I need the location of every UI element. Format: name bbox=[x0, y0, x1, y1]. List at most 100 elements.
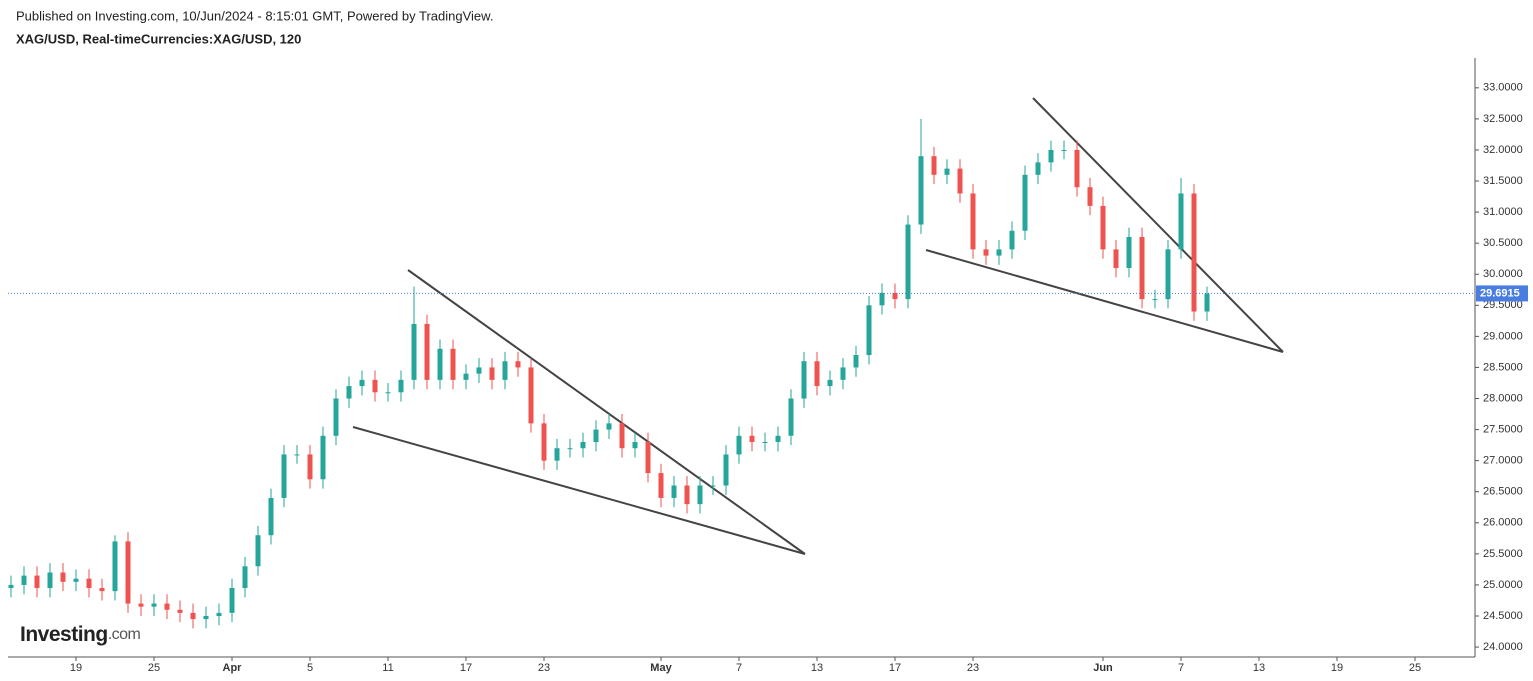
y-tick-label: 29.5000 bbox=[1483, 299, 1523, 311]
x-tick-label: 5 bbox=[307, 662, 313, 674]
candle-body bbox=[21, 575, 27, 585]
y-tick-label: 29.0000 bbox=[1483, 330, 1523, 342]
y-tick-label: 32.0000 bbox=[1483, 144, 1523, 156]
candle-body bbox=[164, 603, 170, 610]
candle-body bbox=[567, 448, 573, 450]
candle-body bbox=[346, 386, 352, 399]
symbol-line: XAG/USD, Real-timeCurrencies:XAG/USD, 12… bbox=[16, 31, 301, 46]
y-tick-label: 24.0000 bbox=[1483, 641, 1523, 653]
x-tick-label: 23 bbox=[967, 662, 979, 674]
candle-body bbox=[710, 485, 716, 487]
candle-body bbox=[697, 485, 703, 505]
candle-body bbox=[801, 361, 807, 399]
watermark-suffix: .com bbox=[108, 626, 141, 643]
x-tick-label: 19 bbox=[1331, 662, 1343, 674]
y-tick-label: 25.5000 bbox=[1483, 548, 1523, 560]
candle-body bbox=[814, 361, 820, 387]
y-tick-label: 31.0000 bbox=[1483, 206, 1523, 218]
candle-body bbox=[216, 612, 222, 616]
candle-body bbox=[853, 355, 859, 368]
candle-body bbox=[1178, 193, 1184, 250]
candle-body bbox=[424, 323, 430, 380]
candle-body bbox=[1022, 174, 1028, 231]
candle-body bbox=[515, 361, 521, 368]
candle-body bbox=[632, 442, 638, 449]
candle-body bbox=[775, 435, 781, 443]
candle-body bbox=[1152, 299, 1158, 301]
trendline bbox=[1032, 97, 1284, 353]
y-tick-label: 25.0000 bbox=[1483, 579, 1523, 591]
trendline bbox=[407, 269, 806, 555]
candle-body bbox=[866, 305, 872, 356]
candle-body bbox=[73, 578, 79, 582]
candle-body bbox=[190, 612, 196, 620]
x-tick-label: 17 bbox=[889, 662, 901, 674]
x-tick-label: Apr bbox=[223, 662, 243, 674]
candle-body bbox=[684, 485, 690, 505]
x-tick-label: 25 bbox=[148, 662, 160, 674]
candle-body bbox=[983, 249, 989, 256]
y-tick-label: 27.0000 bbox=[1483, 455, 1523, 467]
candle-body bbox=[1139, 236, 1145, 300]
candle-body bbox=[840, 367, 846, 380]
candle-body bbox=[879, 292, 885, 306]
candle-body bbox=[60, 572, 66, 582]
candle-body bbox=[931, 156, 937, 175]
candle-body bbox=[658, 473, 664, 498]
x-tick-label: 7 bbox=[736, 662, 742, 674]
candle-body bbox=[242, 566, 248, 589]
candle-body bbox=[34, 575, 40, 589]
watermark-brand: Investing.com bbox=[20, 623, 141, 646]
candle-body bbox=[892, 292, 898, 300]
y-tick-label: 30.0000 bbox=[1483, 268, 1523, 280]
candle-body bbox=[541, 423, 547, 461]
candle-body bbox=[372, 379, 378, 393]
candle-body bbox=[1087, 187, 1093, 206]
y-tick-label: 33.0000 bbox=[1483, 82, 1523, 94]
candle-body bbox=[593, 429, 599, 443]
x-tick-label: 7 bbox=[1178, 662, 1184, 674]
y-tick-label: 30.5000 bbox=[1483, 237, 1523, 249]
candle-body bbox=[970, 193, 976, 250]
candle-body bbox=[1009, 230, 1015, 250]
candle-body bbox=[489, 367, 495, 380]
x-tick-label: 19 bbox=[70, 662, 82, 674]
x-tick-label: Jun bbox=[1093, 662, 1113, 674]
candle-body bbox=[528, 367, 534, 424]
published-line: Published on Investing.com, 10/Jun/2024 … bbox=[16, 8, 493, 23]
candle-body bbox=[645, 442, 651, 474]
trendlines bbox=[352, 97, 1284, 555]
candle-body bbox=[1035, 162, 1041, 175]
candle-body bbox=[619, 423, 625, 449]
candle-body bbox=[1126, 236, 1132, 269]
candle-body bbox=[1165, 249, 1171, 300]
x-tick-label: 13 bbox=[811, 662, 823, 674]
y-tick-label: 26.5000 bbox=[1483, 486, 1523, 498]
candle-body bbox=[996, 249, 1002, 256]
candle-body bbox=[47, 572, 53, 589]
candle-body bbox=[450, 348, 456, 380]
candle-body bbox=[762, 442, 768, 444]
candle-body bbox=[671, 485, 677, 498]
candle-body bbox=[125, 541, 131, 604]
candle-body bbox=[736, 435, 742, 455]
candle-body bbox=[151, 603, 157, 607]
candle-body bbox=[112, 541, 118, 592]
x-tick-label: 13 bbox=[1253, 662, 1265, 674]
candle-body bbox=[86, 578, 92, 589]
candle-body bbox=[1074, 149, 1080, 188]
watermark-brand-text: Investing bbox=[20, 623, 108, 646]
candle-body bbox=[8, 584, 14, 589]
y-tick-label: 24.5000 bbox=[1483, 610, 1523, 622]
y-tick-label: 32.5000 bbox=[1483, 113, 1523, 125]
candle-body bbox=[203, 615, 209, 620]
candle-body bbox=[294, 454, 300, 456]
candle-body bbox=[957, 168, 963, 194]
x-tick-label: May bbox=[650, 662, 672, 674]
candle-body bbox=[606, 423, 612, 430]
y-tick-label: 28.5000 bbox=[1483, 361, 1523, 373]
candle-body bbox=[827, 379, 833, 387]
last-price-box bbox=[1476, 285, 1528, 302]
candle-body bbox=[359, 379, 365, 387]
